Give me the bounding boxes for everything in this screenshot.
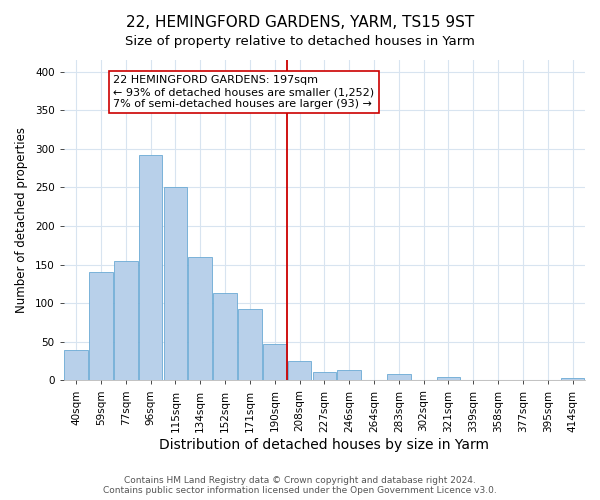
Bar [238, 310, 262, 380]
X-axis label: Distribution of detached houses by size in Yarm: Distribution of detached houses by size … [160, 438, 490, 452]
Bar [64, 350, 88, 380]
Bar [437, 376, 460, 380]
Bar [213, 293, 237, 380]
Bar [89, 272, 113, 380]
Bar [164, 188, 187, 380]
Text: Size of property relative to detached houses in Yarm: Size of property relative to detached ho… [125, 35, 475, 48]
Bar [561, 378, 584, 380]
Bar [139, 155, 163, 380]
Text: 22, HEMINGFORD GARDENS, YARM, TS15 9ST: 22, HEMINGFORD GARDENS, YARM, TS15 9ST [126, 15, 474, 30]
Bar [337, 370, 361, 380]
Y-axis label: Number of detached properties: Number of detached properties [15, 127, 28, 313]
Bar [387, 374, 410, 380]
Bar [313, 372, 336, 380]
Bar [288, 361, 311, 380]
Bar [263, 344, 287, 381]
Bar [188, 257, 212, 380]
Text: Contains HM Land Registry data © Crown copyright and database right 2024.
Contai: Contains HM Land Registry data © Crown c… [103, 476, 497, 495]
Bar [114, 260, 137, 380]
Text: 22 HEMINGFORD GARDENS: 197sqm
← 93% of detached houses are smaller (1,252)
7% of: 22 HEMINGFORD GARDENS: 197sqm ← 93% of d… [113, 76, 374, 108]
